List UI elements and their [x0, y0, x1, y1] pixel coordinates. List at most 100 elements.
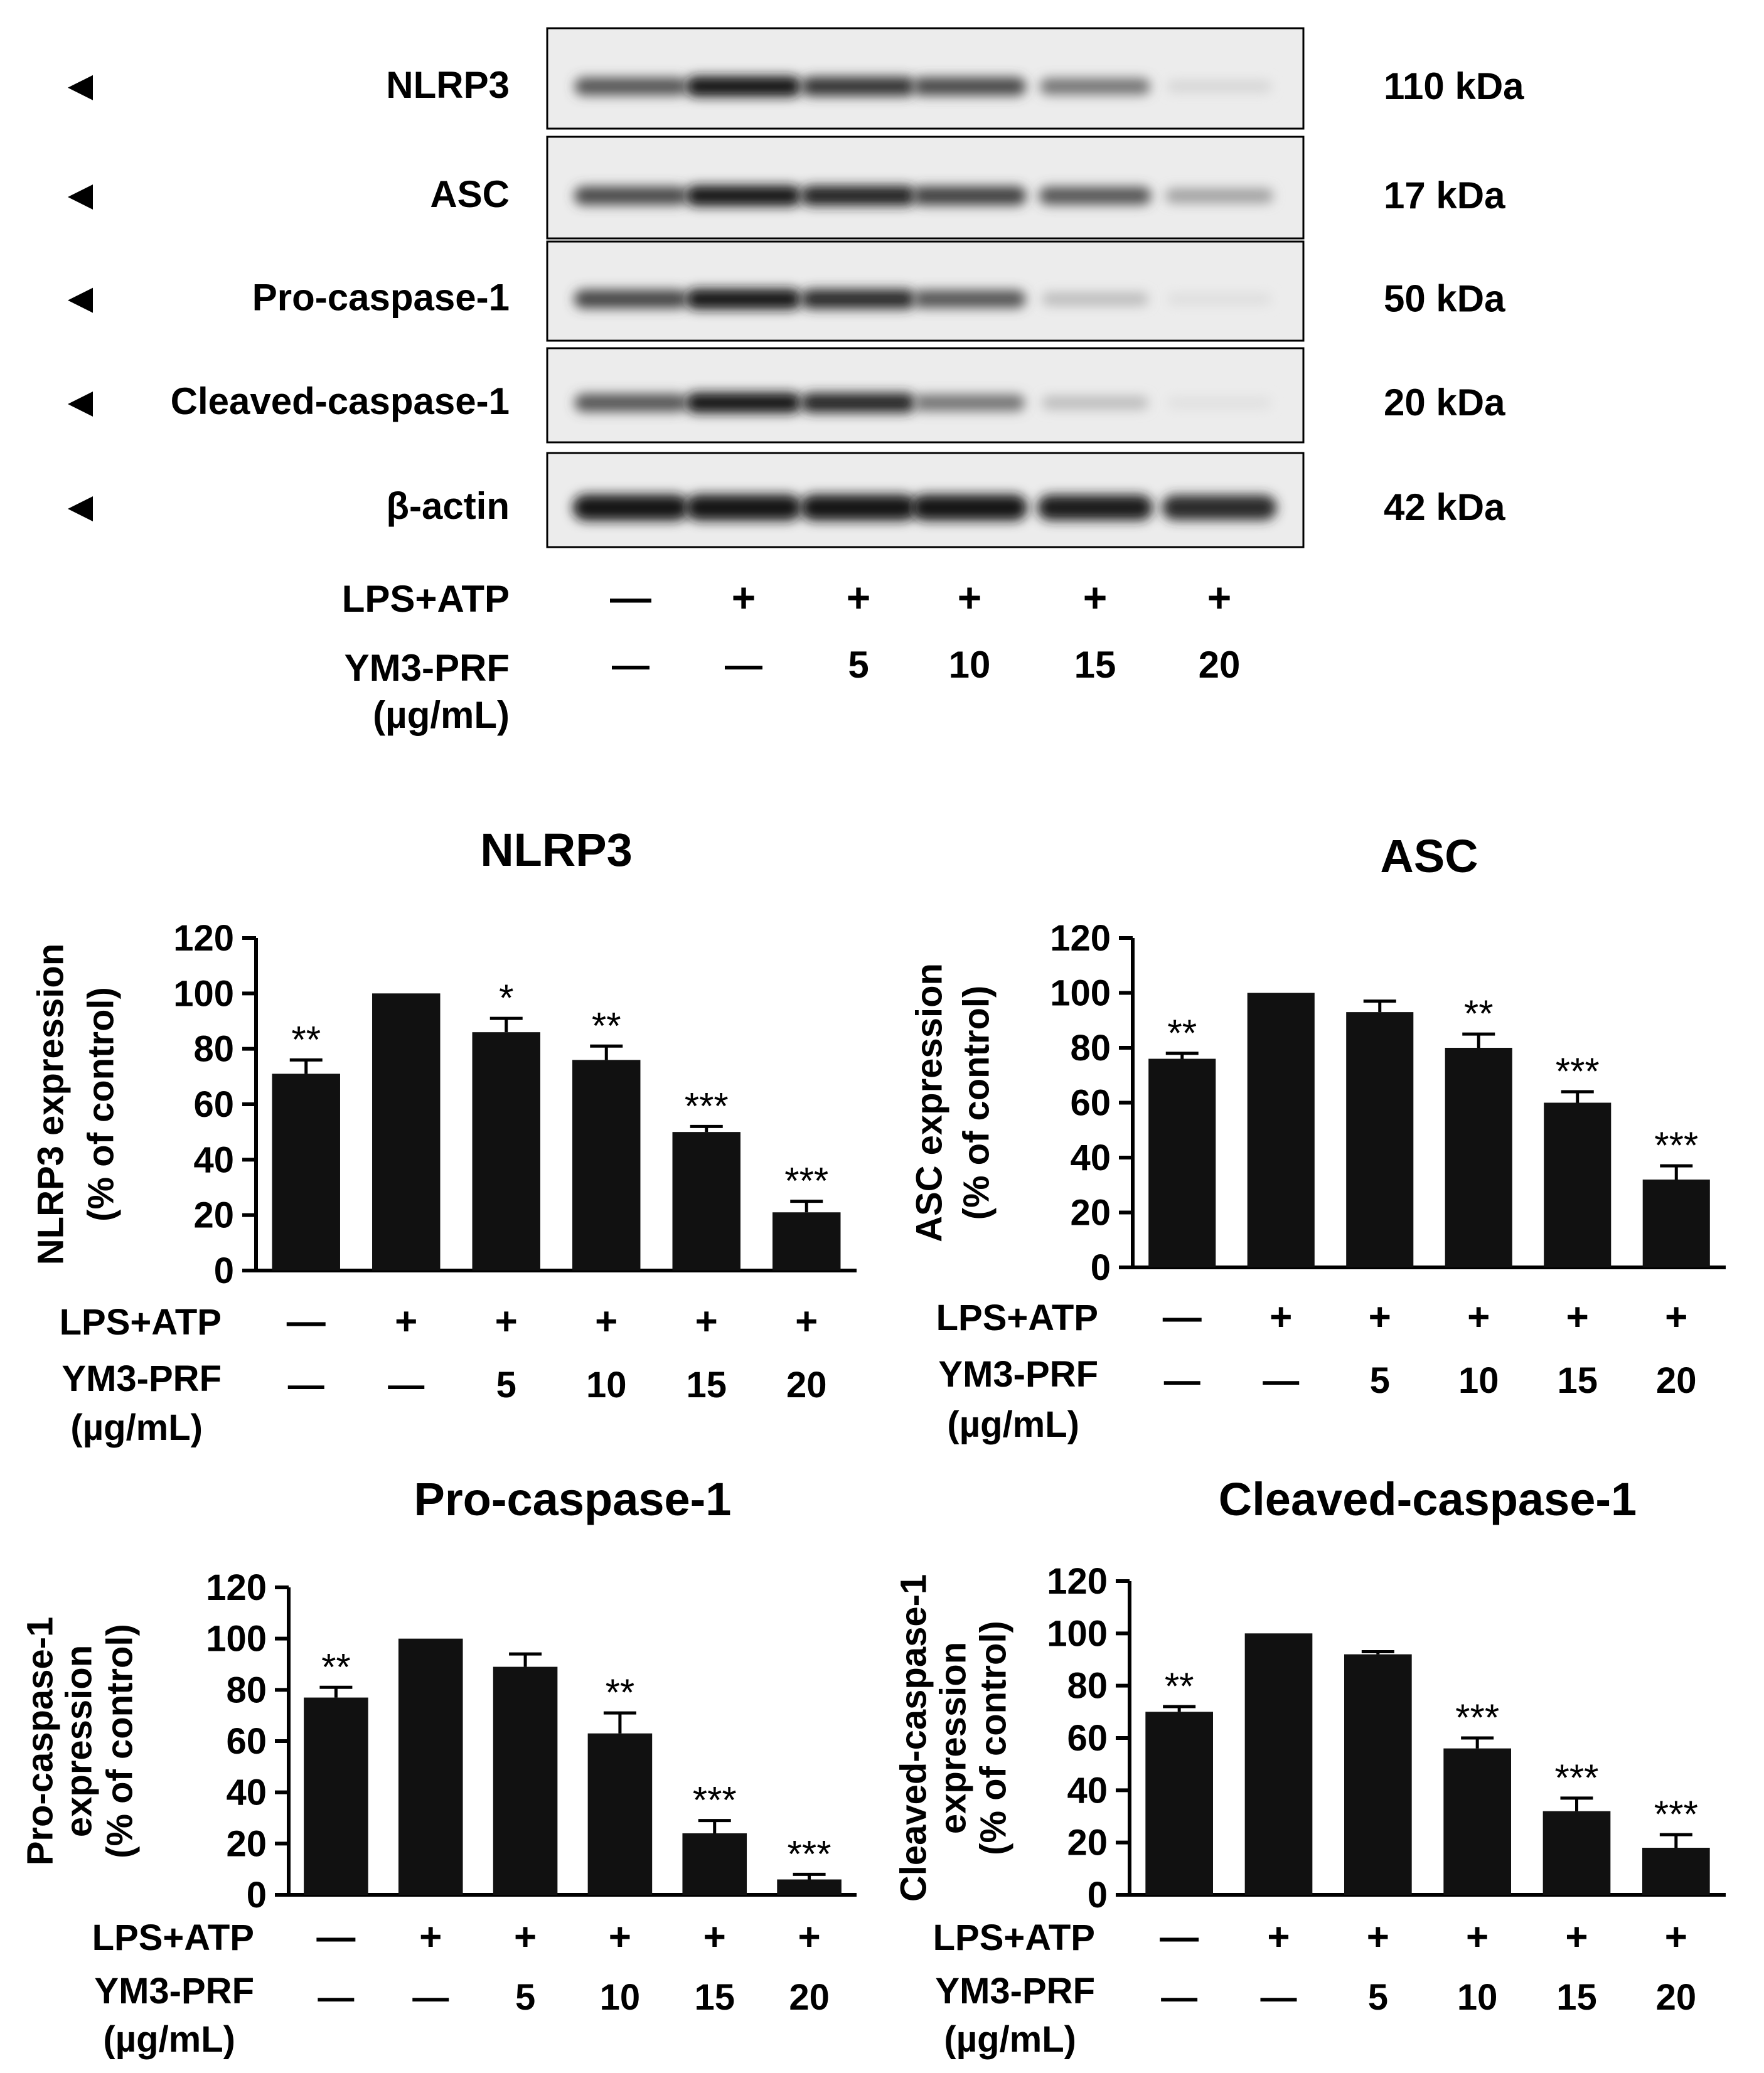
cleaved-caspase-1-chart-svg: Cleaved-caspase-1Cleaved-caspase-1expres… [893, 1473, 1726, 2060]
ym3-label: YM3-PRF [938, 1354, 1098, 1395]
ym3-value: — [288, 1365, 324, 1405]
y-tick-label: 40 [1070, 1138, 1111, 1178]
ym3-value: — [318, 1977, 354, 2018]
ym3-value: 20 [1656, 1977, 1697, 2018]
cleaved-caspase-1-chart: Cleaved-caspase-1 Cleaved-caspase-1 expres… [882, 1437, 1764, 2073]
blot-ym3-value: 5 [848, 644, 869, 686]
y-tick-label: 80 [1067, 1666, 1108, 1707]
band-arrow-icon [68, 75, 93, 100]
bar [304, 1697, 368, 1895]
blot-band [1167, 397, 1271, 409]
lps-label: LPS+ATP [933, 1917, 1095, 1958]
band-arrow-icon [68, 184, 93, 210]
lps-value: — [287, 1300, 326, 1343]
blot-band [685, 392, 802, 413]
blot-ym3-value: 15 [1074, 644, 1116, 686]
lps-value: + [1267, 1916, 1290, 1959]
lps-value: + [798, 1916, 820, 1959]
y-tick-label: 80 [1070, 1028, 1111, 1068]
bar [1148, 1058, 1216, 1267]
lps-value: + [1369, 1296, 1391, 1339]
y-tick-label: 40 [1067, 1770, 1108, 1811]
lps-value: + [695, 1300, 718, 1343]
ym3-value: 5 [1368, 1977, 1388, 2018]
chart-title: NLRP3 [480, 824, 633, 876]
y-tick-label: 0 [247, 1875, 267, 1916]
band-arrow-icon [68, 496, 93, 521]
y-axis-label: (% of control) [956, 986, 997, 1220]
blot-band [1162, 495, 1277, 520]
y-axis-label: expression [58, 1645, 99, 1837]
ym3-unit: (µg/mL) [103, 2019, 235, 2060]
blot-protein-label-asc: ASC [430, 173, 510, 215]
blot-ym3-value: — [725, 644, 762, 686]
significance-label: *** [1455, 1697, 1499, 1739]
blot-band [1039, 186, 1152, 205]
lps-value: + [419, 1916, 442, 1959]
blot-lps-value: + [847, 574, 871, 621]
pro-caspase-1-chart: Pro-caspase-1 Pro-caspase-1 expression (% o… [0, 1437, 882, 2073]
lps-value: + [795, 1300, 818, 1343]
y-tick-label: 0 [1088, 1875, 1108, 1916]
significance-label: ** [1464, 993, 1494, 1035]
ym3-value: 5 [1370, 1360, 1390, 1401]
significance-label: ** [291, 1018, 321, 1060]
y-axis-label: NLRP3 expression [30, 944, 71, 1266]
blot-band [574, 289, 688, 309]
bar [372, 993, 441, 1271]
bar [1542, 1811, 1611, 1895]
lps-value: + [1565, 1916, 1588, 1959]
ym3-value: 10 [1458, 1360, 1499, 1401]
blot-band [911, 494, 1028, 521]
ym3-value: — [1263, 1360, 1299, 1401]
lps-label: LPS+ATP [92, 1917, 254, 1958]
blot-protein-label-pro-caspase-1: Pro-caspase-1 [252, 277, 510, 319]
ym3-label: YM3-PRF [61, 1358, 222, 1399]
ym3-unit: (µg/mL) [947, 1404, 1079, 1445]
bar [1346, 1012, 1414, 1267]
bar [1145, 1712, 1213, 1895]
lps-value: + [1566, 1296, 1589, 1339]
ym3-value: — [412, 1977, 449, 2018]
western-blot-panel: NLRP3 110 kDa ASC 17 kDa Pro-caspase-1 50 kDa… [0, 0, 1764, 753]
y-tick-label: 60 [226, 1721, 267, 1762]
chart-title: ASC [1380, 830, 1478, 882]
y-tick-label: 80 [226, 1670, 267, 1710]
bar [1642, 1180, 1710, 1267]
y-tick-label: 120 [1050, 918, 1111, 959]
bar [772, 1212, 841, 1271]
y-tick-label: 60 [193, 1084, 234, 1125]
ym3-value: 15 [1556, 1977, 1597, 2018]
ym3-label: YM3-PRF [935, 1971, 1095, 2012]
ym3-value: — [1161, 1977, 1197, 2018]
blot-band [685, 289, 802, 310]
blot-lps-value: + [1083, 574, 1108, 621]
blot-band [685, 76, 802, 97]
blot-band [685, 185, 802, 206]
ym3-value: 20 [789, 1977, 830, 2018]
significance-label: *** [1556, 1050, 1600, 1092]
y-tick-label: 40 [193, 1139, 234, 1180]
band-arrow-icon [68, 392, 93, 417]
blot-band [912, 186, 1027, 205]
y-axis-label: (% of control) [80, 987, 121, 1222]
significance-label: *** [1554, 1757, 1598, 1799]
ym3-value: — [388, 1365, 424, 1405]
blot-band [1040, 78, 1150, 95]
western-blot-figure: NLRP3 110 kDa ASC 17 kDa Pro-caspase-1 50 kDa… [68, 27, 1524, 736]
bar [398, 1638, 463, 1895]
y-tick-label: 20 [193, 1195, 234, 1236]
y-tick-label: 100 [1047, 1613, 1108, 1654]
bar [777, 1879, 842, 1895]
ym3-value: 15 [694, 1977, 735, 2018]
ym3-value: 20 [1656, 1360, 1697, 1401]
bar [672, 1132, 740, 1271]
bar [572, 1060, 641, 1271]
blot-protein-label-cleaved-caspase-1: Cleaved-caspase-1 [171, 380, 510, 422]
blot-lps-value: — [610, 574, 651, 621]
blot-lps-value: + [732, 574, 756, 621]
blot-band [913, 290, 1026, 308]
lps-value: + [1665, 1916, 1687, 1959]
significance-label: ** [1167, 1012, 1197, 1054]
blot-band [1167, 80, 1272, 93]
